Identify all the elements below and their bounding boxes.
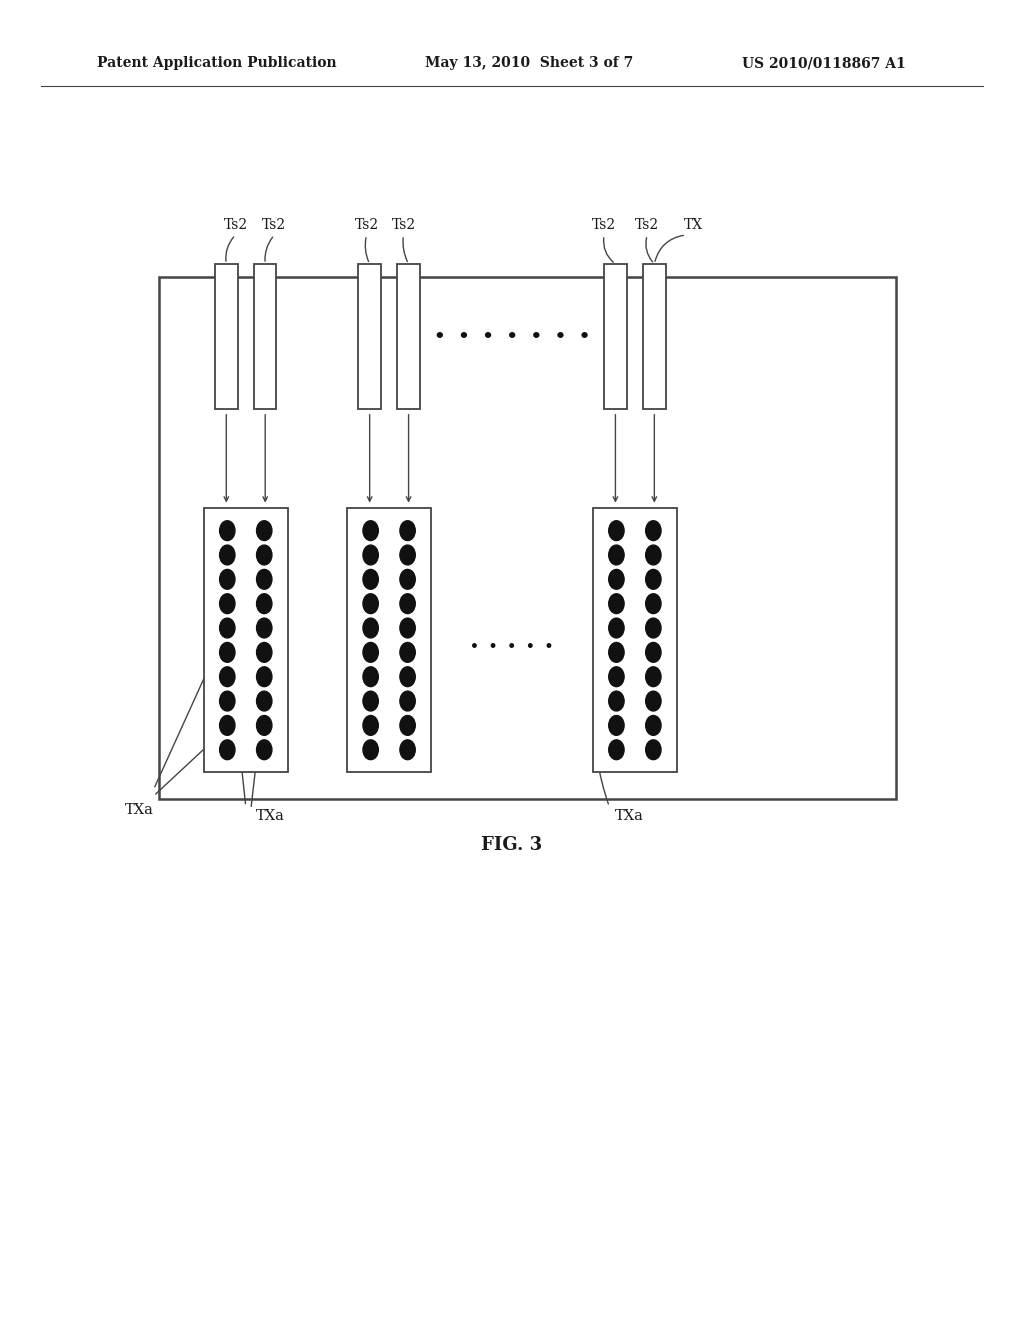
Circle shape	[362, 667, 378, 686]
Bar	[159, 277, 896, 799]
Text: TXa: TXa	[615, 809, 644, 824]
Text: TXa: TXa	[125, 803, 154, 817]
Circle shape	[646, 569, 662, 589]
Circle shape	[608, 739, 624, 759]
Circle shape	[608, 618, 624, 638]
Circle shape	[257, 594, 272, 614]
Circle shape	[646, 643, 662, 663]
Text: Ts2: Ts2	[262, 218, 287, 232]
Bar	[215, 264, 238, 409]
Circle shape	[257, 643, 272, 663]
Circle shape	[608, 569, 624, 589]
Circle shape	[362, 569, 378, 589]
Circle shape	[219, 715, 234, 735]
Text: TX: TX	[684, 218, 703, 232]
Circle shape	[257, 667, 272, 686]
Text: Ts2: Ts2	[391, 218, 416, 232]
Circle shape	[219, 545, 234, 565]
Circle shape	[257, 569, 272, 589]
Circle shape	[608, 545, 624, 565]
Circle shape	[219, 667, 234, 686]
Circle shape	[400, 739, 416, 759]
Text: Ts2: Ts2	[223, 218, 248, 232]
Circle shape	[219, 594, 234, 614]
Bar	[254, 264, 276, 409]
Circle shape	[646, 545, 662, 565]
Circle shape	[646, 618, 662, 638]
Circle shape	[362, 692, 378, 711]
Circle shape	[219, 692, 234, 711]
Circle shape	[400, 715, 416, 735]
Bar	[643, 264, 666, 409]
Text: May 13, 2010  Sheet 3 of 7: May 13, 2010 Sheet 3 of 7	[425, 57, 633, 70]
Text: FIG. 3: FIG. 3	[481, 836, 543, 854]
Circle shape	[219, 569, 234, 589]
Circle shape	[608, 692, 624, 711]
Circle shape	[257, 618, 272, 638]
Circle shape	[646, 520, 662, 541]
Circle shape	[646, 692, 662, 711]
Text: Ts2: Ts2	[354, 218, 379, 232]
Circle shape	[400, 667, 416, 686]
Circle shape	[219, 739, 234, 759]
Circle shape	[400, 569, 416, 589]
Circle shape	[608, 643, 624, 663]
Bar	[397, 264, 420, 409]
Circle shape	[257, 739, 272, 759]
Text: Ts2: Ts2	[635, 218, 659, 232]
Circle shape	[362, 594, 378, 614]
Circle shape	[608, 667, 624, 686]
Circle shape	[219, 520, 234, 541]
Bar	[358, 264, 381, 409]
Text: Patent Application Publication: Patent Application Publication	[97, 57, 337, 70]
Circle shape	[608, 715, 624, 735]
Text: •  •  •  •  •  •  •: • • • • • • •	[434, 327, 590, 346]
Circle shape	[362, 545, 378, 565]
Circle shape	[362, 739, 378, 759]
Circle shape	[257, 520, 272, 541]
Text: •  •  •  •  •: • • • • •	[470, 640, 554, 653]
Circle shape	[362, 520, 378, 541]
Circle shape	[400, 643, 416, 663]
Circle shape	[257, 692, 272, 711]
Circle shape	[362, 715, 378, 735]
Circle shape	[608, 520, 624, 541]
Circle shape	[257, 545, 272, 565]
Circle shape	[608, 594, 624, 614]
Circle shape	[400, 520, 416, 541]
Circle shape	[400, 618, 416, 638]
Bar	[204, 508, 288, 772]
Circle shape	[646, 667, 662, 686]
Circle shape	[257, 715, 272, 735]
Circle shape	[646, 739, 662, 759]
Bar	[604, 264, 627, 409]
Circle shape	[219, 618, 234, 638]
Text: US 2010/0118867 A1: US 2010/0118867 A1	[742, 57, 906, 70]
Circle shape	[400, 692, 416, 711]
Circle shape	[646, 594, 662, 614]
Circle shape	[219, 643, 234, 663]
Text: TXa: TXa	[256, 809, 285, 824]
Circle shape	[362, 618, 378, 638]
Text: Ts2: Ts2	[592, 218, 616, 232]
Circle shape	[400, 545, 416, 565]
Bar	[347, 508, 431, 772]
Bar	[593, 508, 677, 772]
Circle shape	[646, 715, 662, 735]
Circle shape	[362, 643, 378, 663]
Circle shape	[400, 594, 416, 614]
